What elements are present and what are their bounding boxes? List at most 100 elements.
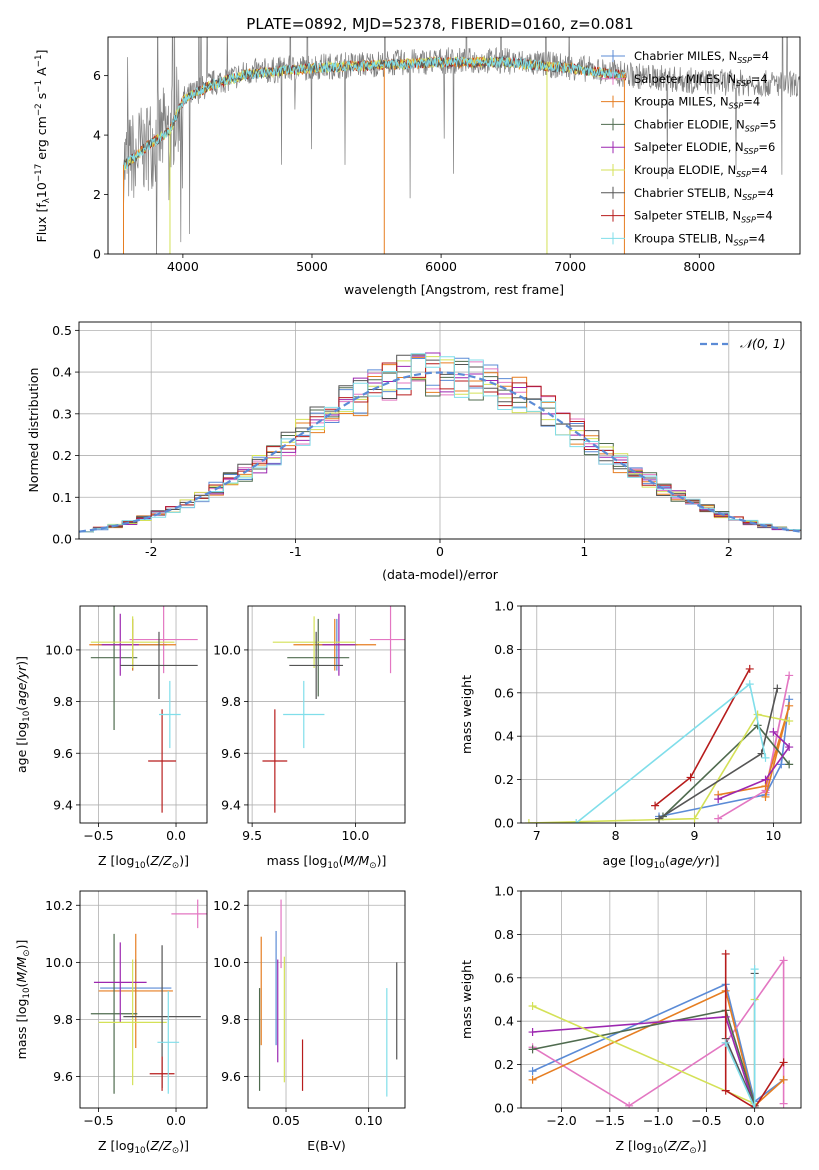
- x-tick-label: 0.0: [166, 1113, 186, 1128]
- plot-area-spectrum: [122, 37, 800, 254]
- axes-spectrum: 4000 5000 6000 7000 8000 0 2 4 6 Chabrier MILES, …: [34, 36, 801, 297]
- axes-residuals: -2 -1 0 1 2 0.0 0.1 0.2 0.3 0.4 0.5 𝒩(0, 1) (data-mo…: [26, 321, 802, 582]
- legend-series-name: Kroupa STELIB, N: [634, 231, 734, 245]
- x-tick-label: 9.5: [242, 828, 262, 843]
- y-axis-label: age [log10(age/yr)]: [14, 656, 32, 773]
- y-tick-label: 9.8: [221, 694, 241, 709]
- x-tick-label: 0.05: [272, 1113, 300, 1128]
- y-tick-label: 0.2: [494, 1057, 514, 1072]
- x-tick-label: 10.0: [341, 828, 369, 843]
- x-axis-label-part: Z [log: [98, 853, 134, 868]
- x-tick-label: −2.0: [546, 1113, 576, 1128]
- weight-marker: [773, 684, 782, 693]
- x-axis-label-part: E(B-V): [307, 1138, 346, 1153]
- legend-subscript: SSP: [744, 147, 759, 156]
- legend-series-name: Chabrier ELODIE, N: [634, 117, 745, 131]
- x-tick-label: 0.0: [166, 828, 186, 843]
- weight-marker: [721, 1086, 730, 1095]
- x-tick-label: 8000: [683, 259, 715, 274]
- axes-frame: [520, 890, 802, 1109]
- weight-marker: [761, 792, 770, 801]
- weight-marker: [528, 1002, 537, 1011]
- x-axis-label-part: ⊙: [689, 1146, 696, 1156]
- y-tick-label: 0.0: [52, 532, 72, 547]
- legend-series-name: Kroupa MILES, N: [634, 95, 729, 109]
- weight-marker: [779, 1075, 788, 1084]
- plot-area-age-vs-mass: [262, 606, 405, 813]
- x-axis-label-part: )]: [179, 1138, 189, 1153]
- legend-label: Salpeter MILES, NSSP=4: [634, 72, 768, 88]
- plot-area-weight-vs-Z: [528, 949, 788, 1108]
- legend-label: 𝒩(0, 1): [740, 336, 786, 351]
- axes-frame: [78, 321, 802, 540]
- weight-marker: [779, 1099, 788, 1108]
- weight-line: [724, 969, 756, 1108]
- y-axis-label-part: −1: [34, 54, 44, 67]
- x-axis-label-part: 10: [654, 861, 665, 871]
- y-axis-label-part: 10: [34, 182, 49, 198]
- legend-label: Salpeter ELODIE, NSSP=6: [634, 140, 775, 156]
- x-axis-label-part: ⊙: [369, 861, 376, 871]
- y-axis-label: mass [log10(M/M⊙)]: [14, 940, 32, 1060]
- weight-marker: [745, 664, 754, 673]
- plot-area-mass-vs-EBV: [258, 899, 398, 1097]
- x-axis-label-part: (: [146, 1138, 151, 1153]
- legend-nssp: =4: [751, 72, 768, 86]
- legend-subscript: SSP: [736, 170, 751, 179]
- y-tick-label: 0.0: [494, 1101, 514, 1116]
- weight-line: [654, 668, 751, 807]
- axes-weight-vs-Z: −2.0 −1.5 −1.0 −0.5 0.0 0.0 0.2 0.4 0.6 0.8 1.0 Z […: [459, 884, 802, 1156]
- weight-marker: [750, 965, 759, 974]
- weight-line: [532, 983, 785, 1103]
- x-tick-label: 0.10: [355, 1113, 383, 1128]
- weight-marker: [528, 1075, 537, 1084]
- y-tick-label: 10.0: [45, 955, 73, 970]
- x-axis-label-part: Z/Z: [150, 1138, 173, 1153]
- weight-marker: [785, 701, 794, 710]
- x-tick-label: −0.5: [83, 828, 113, 843]
- x-tick-label: 0.0: [745, 1113, 765, 1128]
- y-tick-label: 10.2: [213, 898, 241, 913]
- weight-line: [532, 1016, 756, 1108]
- y-axis-label-part: erg cm: [34, 116, 49, 164]
- x-axis-label-part: Z [log: [616, 1138, 652, 1153]
- y-tick-label: 2: [93, 187, 101, 202]
- axes-frame: [520, 605, 802, 824]
- y-tick-label: 0.1: [52, 490, 72, 505]
- y-tick-label: 9.8: [53, 1012, 73, 1027]
- legend-series-name: Salpeter MILES, N: [634, 72, 736, 86]
- y-tick-label: 0.0: [494, 816, 514, 831]
- x-axis-label: age [log10(age/yr)]: [602, 853, 719, 871]
- x-axis-label: E(B-V): [307, 1138, 346, 1153]
- weight-marker: [651, 801, 660, 810]
- y-tick-label: 9.4: [53, 797, 73, 812]
- x-axis-label-part: 10: [652, 1146, 663, 1156]
- histogram-step: [79, 362, 801, 539]
- legend-label: Chabrier MILES, NSSP=4: [634, 49, 769, 65]
- y-axis-label-part: s: [34, 93, 49, 104]
- x-axis-label: Z [log10(Z/Z⊙)]: [98, 853, 189, 871]
- weight-marker: [655, 814, 664, 823]
- weight-line: [528, 713, 790, 823]
- x-tick-label: −0.5: [83, 1113, 113, 1128]
- x-axis-label: Z [log10(Z/Z⊙)]: [616, 1138, 707, 1156]
- x-tick-label: 7: [533, 828, 541, 843]
- x-tick-label: 6000: [425, 259, 457, 274]
- y-axis-label-part: ]: [34, 50, 49, 55]
- weight-line: [575, 682, 767, 823]
- x-axis-label: (data-model)/error: [382, 567, 499, 582]
- y-axis-label-part: ⊙: [22, 949, 32, 956]
- axes-frame: [247, 605, 406, 824]
- x-axis-label-part: )]: [697, 1138, 707, 1153]
- weight-marker: [721, 1038, 730, 1047]
- y-axis-label: Normed distribution: [26, 368, 41, 493]
- weight-marker: [690, 814, 699, 823]
- weight-marker: [721, 949, 730, 958]
- legend-subscript: SSP: [729, 102, 744, 111]
- weight-marker: [777, 760, 786, 769]
- legend-subscript: SSP: [742, 193, 757, 202]
- weight-marker: [779, 1058, 788, 1067]
- x-tick-label: 1: [580, 544, 588, 559]
